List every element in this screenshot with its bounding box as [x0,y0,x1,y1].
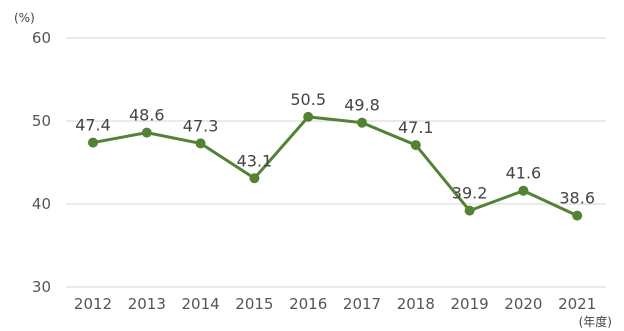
data-label: 50.5 [290,90,326,109]
data-point [141,127,152,138]
x-tick-label: 2018 [397,295,435,313]
data-point [249,173,260,184]
data-point [195,138,206,149]
data-point [303,111,314,122]
series-line [91,115,579,218]
x-tick-label: 2021 [558,295,596,313]
x-tick-label: 2015 [235,295,273,313]
x-tick-label: 2020 [504,295,542,313]
data-label: 47.1 [398,118,434,137]
x-tick-label: 2013 [128,295,166,313]
grid-layer [66,37,606,288]
y-tick-label: 40 [32,195,51,213]
x-tick-label: 2017 [343,295,381,313]
x-tick-label: 2019 [451,295,489,313]
data-label: 38.6 [559,189,595,208]
y-tick-label: 60 [32,29,51,47]
x-tick-label: 2012 [74,295,112,313]
data-label: 48.6 [129,106,165,125]
series-layer [88,111,583,221]
data-label: 43.1 [237,151,273,170]
data-point [518,185,529,196]
x-tick-label: 2016 [289,295,327,313]
x-axis-unit-label: (年度) [579,314,612,329]
data-point [410,140,421,151]
x-tick-layer: 2012 2013 2014 2015 2016 2017 2018 2019 2020 2021 [74,295,596,313]
data-point [357,117,367,128]
x-tick-label: 2014 [182,295,220,313]
data-label: 41.6 [506,164,542,183]
data-label-layer: 47.4 48.6 47.3 43.1 50.5 49.8 47.1 39.2 41.6 38.6 [75,90,595,208]
data-label: 39.2 [452,184,488,203]
data-label: 49.8 [344,96,380,115]
data-label: 47.4 [75,116,111,135]
data-point [88,137,98,148]
data-point [572,210,583,221]
data-label: 47.3 [183,116,219,135]
data-point [464,205,475,216]
y-axis-unit-label: (%) [14,11,35,25]
y-tick-label: 50 [32,112,51,130]
y-tick-layer: 30 40 50 60 [32,29,51,296]
y-tick-label: 30 [32,278,51,296]
